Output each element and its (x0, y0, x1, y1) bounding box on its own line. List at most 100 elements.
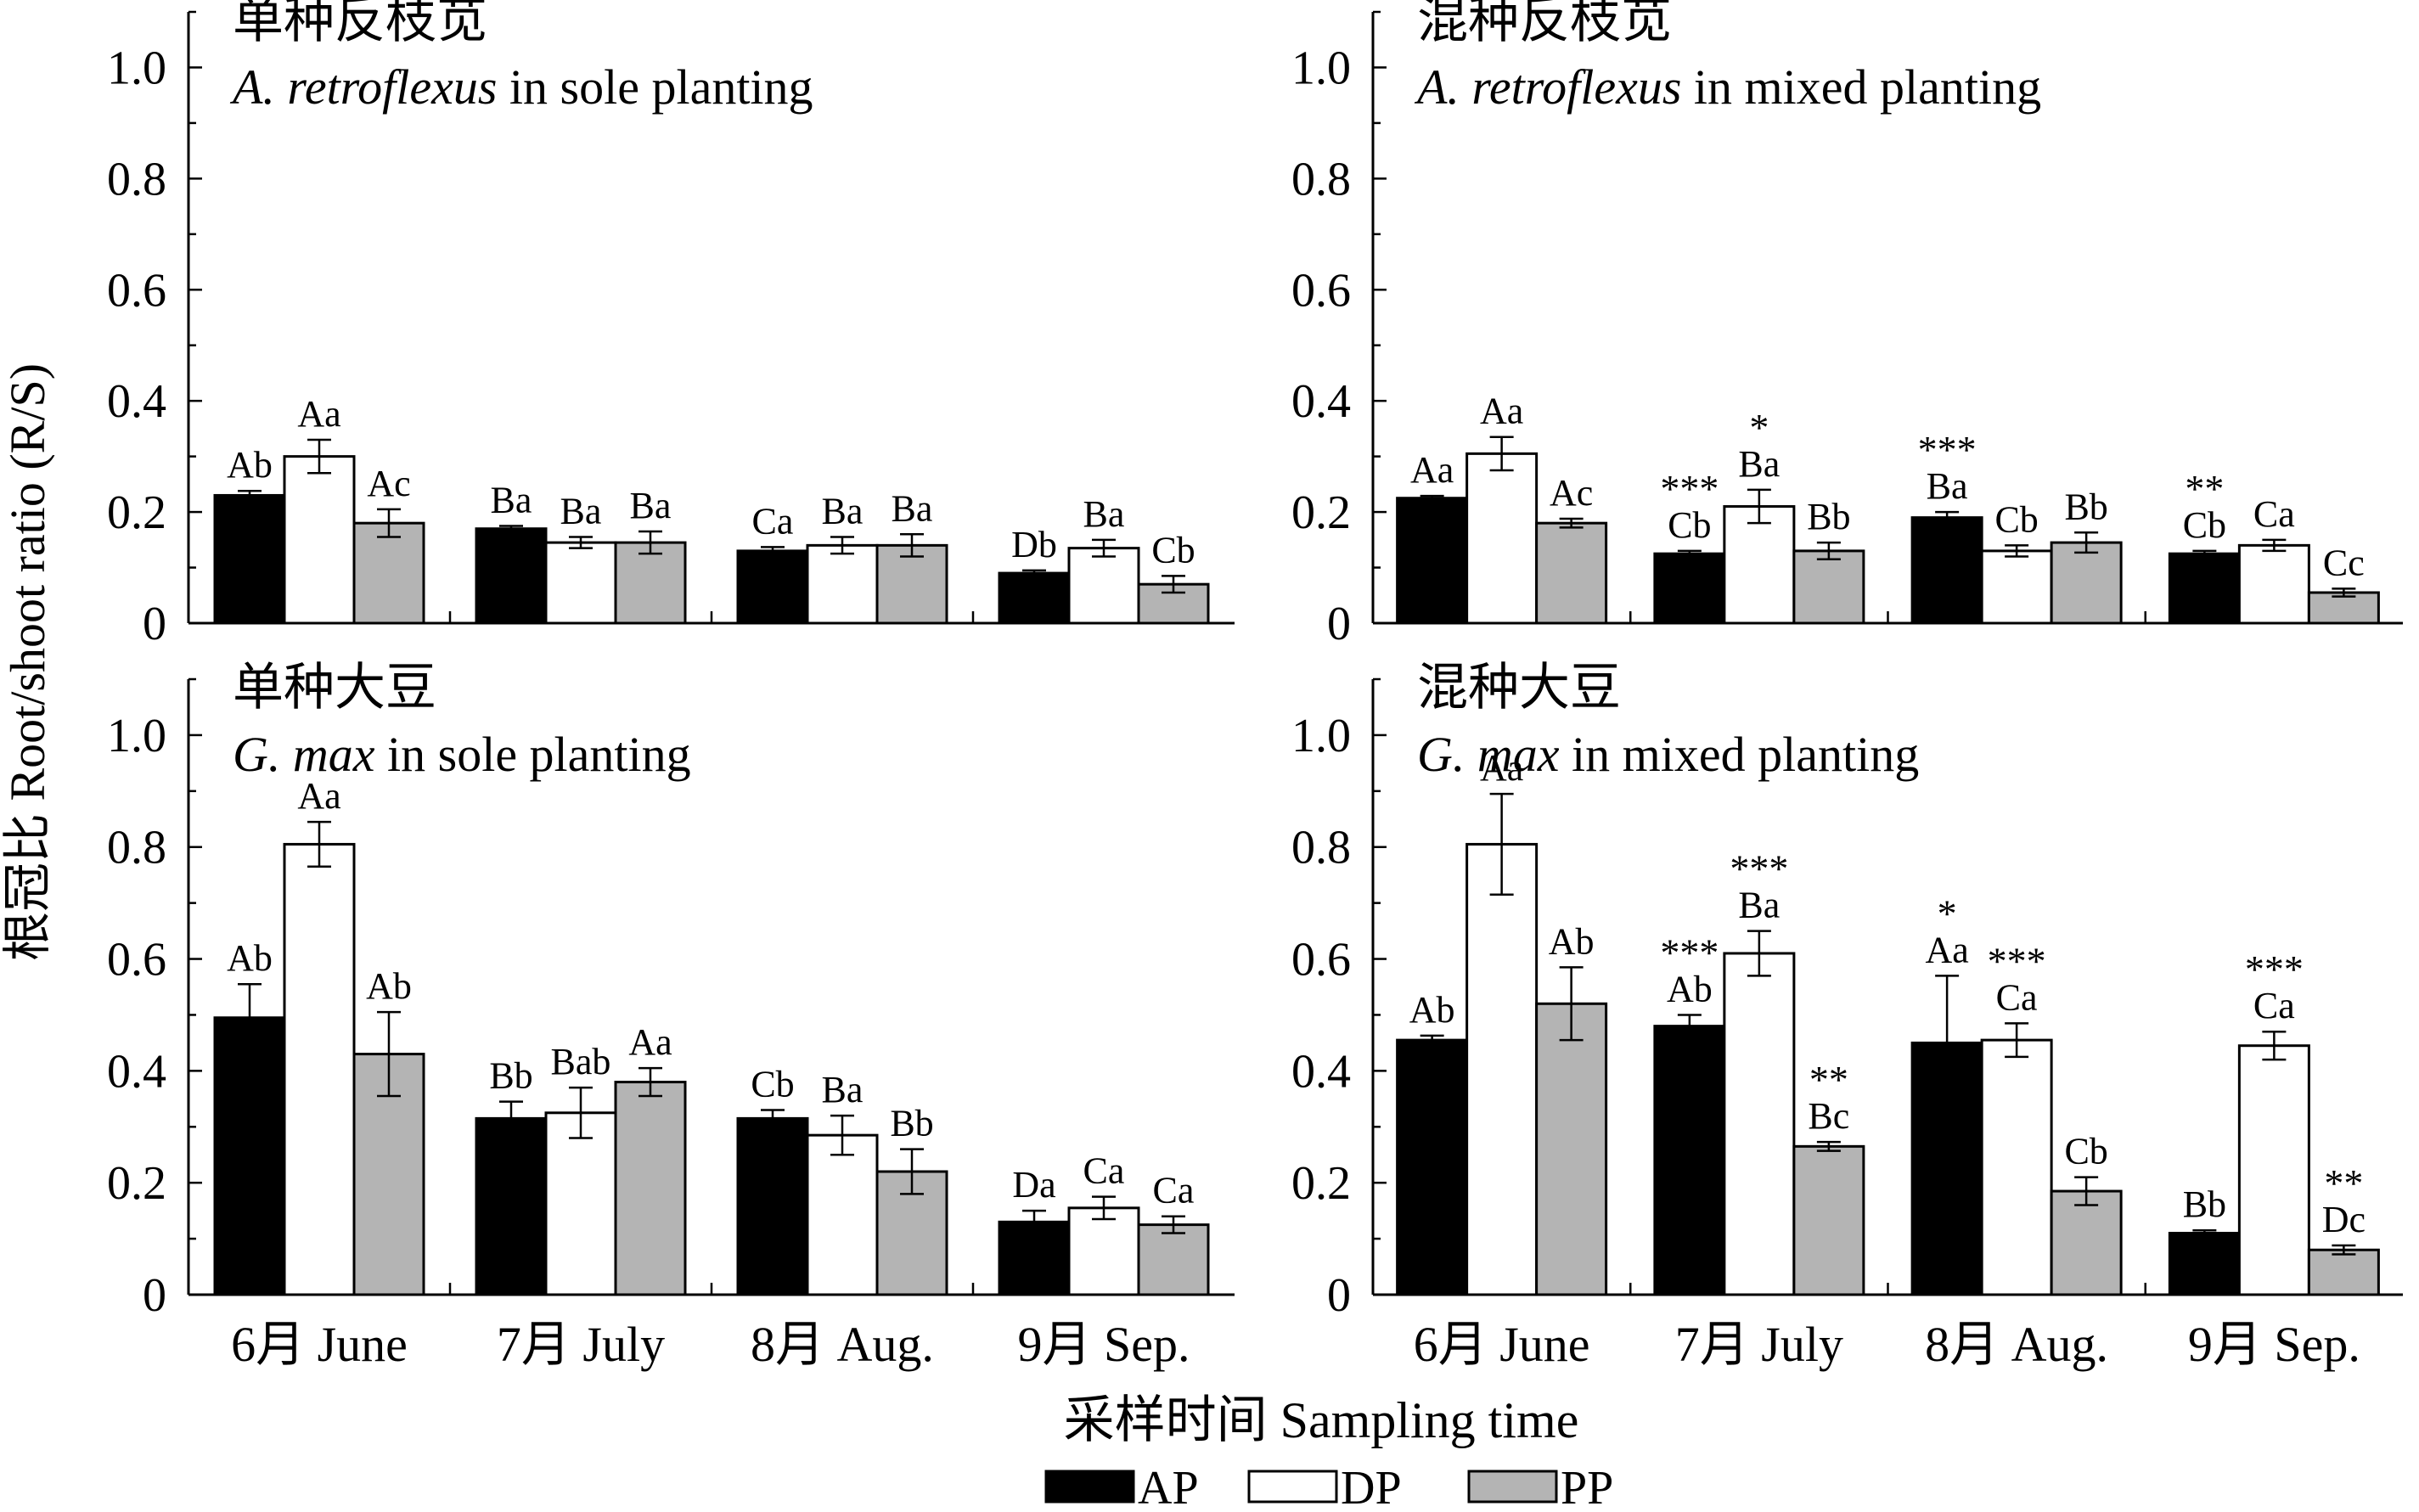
legend-swatch-AP (1044, 1470, 1135, 1504)
significance-stars: ** (2324, 1161, 2363, 1205)
y-tick-label: 0.8 (1291, 822, 1351, 874)
bar-PP-4 (1137, 1223, 1210, 1296)
bar-PP-3 (2050, 541, 2123, 625)
x-tick-label: 8月 Aug. (751, 1317, 934, 1372)
data-label: Ba (1083, 493, 1125, 535)
chart-panel-4: 0 0.2 0.4 0.6 0.8 1.0 混种大豆 G. max in mixed plan… (1291, 660, 2403, 1372)
data-label: Cb (1151, 529, 1195, 571)
x-tick-label: 7月 July (1675, 1317, 1843, 1372)
y-tick-label: 0 (1327, 1269, 1351, 1322)
y-tick-label: 0.4 (1291, 1045, 1351, 1098)
data-label: Ba (822, 1069, 864, 1110)
panel-title-cn: 单种反枝苋 (233, 0, 487, 48)
y-tick-label: 0.6 (1291, 934, 1351, 986)
bar-AP-2 (1653, 552, 1726, 625)
panel-title-en: G. max in mixed planting (1417, 727, 1919, 782)
bar-PP-3 (2050, 1189, 2123, 1296)
y-tick-label: 0.2 (1291, 486, 1351, 539)
y-tick-label: 0.2 (107, 486, 166, 539)
data-label: Ca (1996, 976, 2038, 1018)
y-tick-label: 1.0 (107, 42, 166, 94)
bar-DP-1 (283, 455, 356, 625)
panel-title-en: G. max in sole planting (233, 727, 691, 782)
bar-AP-1 (1396, 1038, 1469, 1296)
panel-title-cn: 混种反枝苋 (1417, 0, 1672, 48)
y-tick-label: 0.8 (107, 822, 166, 874)
bar-AP-1 (213, 1016, 286, 1296)
y-tick-label: 0.4 (107, 375, 166, 428)
y-tick-label: 0 (143, 598, 166, 650)
panel-title-en: A. retroflexus in sole planting (229, 59, 813, 115)
panel-title-species: G. max (233, 727, 375, 782)
data-label: Ca (1153, 1170, 1195, 1211)
data-label: Ba (630, 485, 672, 526)
data-label: Ba (560, 491, 602, 532)
bar-PP-2 (1792, 549, 1865, 625)
significance-stars: ** (1809, 1058, 1848, 1101)
y-tick-label: 0.4 (1291, 375, 1351, 428)
data-label: Aa (1480, 391, 1523, 432)
bar-AP-4 (2168, 1232, 2241, 1296)
data-label: Cb (1994, 498, 2038, 540)
panel-title-species: G. max (1417, 727, 1560, 782)
y-tick-label: 1.0 (1291, 42, 1351, 94)
data-label: Ca (2253, 493, 2295, 535)
data-label: Ac (1550, 472, 1593, 514)
bar-PP-2 (614, 1081, 687, 1296)
y-tick-label: 1.0 (107, 710, 166, 762)
data-label: Ca (752, 500, 794, 542)
data-label: Ca (1083, 1150, 1125, 1192)
bar-DP-4 (1067, 1206, 1140, 1296)
bar-AP-1 (213, 493, 286, 625)
data-label: Ca (2253, 985, 2295, 1026)
bar-AP-3 (736, 1116, 809, 1296)
significance-stars: ** (2185, 467, 2224, 510)
bar-PP-1 (1535, 521, 1608, 625)
bar-DP-2 (544, 541, 617, 625)
bar-DP-4 (2237, 543, 2310, 625)
data-label: Cb (2064, 1131, 2107, 1172)
bar-AP-3 (1910, 516, 1983, 625)
bar-DP-3 (806, 1133, 879, 1296)
x-tick-label: 9月 Sep. (2188, 1317, 2360, 1372)
legend: AP DP PP (1044, 1462, 1613, 1512)
bar-DP-1 (1465, 452, 1539, 625)
panel-title-cn: 单种大豆 (233, 660, 436, 716)
data-label: Aa (297, 393, 340, 435)
bar-DP-1 (283, 842, 356, 1296)
chart-panel-3: 0 0.2 0.4 0.6 0.8 1.0 单种大豆 G. max in sole plant… (107, 660, 1235, 1372)
legend-label-AP: AP (1138, 1462, 1199, 1508)
data-label: Aa (297, 775, 340, 817)
data-label: Bab (551, 1041, 611, 1082)
panel-title-condition: in mixed planting (1560, 727, 1920, 782)
panel-title-condition: in mixed planting (1681, 59, 2041, 115)
data-label: Ac (367, 463, 410, 504)
x-tick-label: 6月 June (1414, 1317, 1590, 1372)
data-label: Ba (892, 487, 933, 529)
data-label: Ab (1667, 968, 1713, 1009)
bar-AP-4 (2168, 552, 2241, 625)
panel-title-cn: 混种大豆 (1417, 660, 1621, 716)
bar-AP-1 (1396, 497, 1469, 625)
y-tick-label: 0.4 (107, 1045, 166, 1098)
bar-AP-4 (998, 571, 1071, 625)
y-tick-label: 0.8 (1291, 153, 1351, 205)
data-label: Aa (1410, 449, 1454, 491)
data-label: Ba (822, 491, 864, 532)
panel-title-condition: in sole planting (375, 727, 691, 782)
bar-PP-2 (1792, 1144, 1865, 1296)
data-label: Ab (227, 444, 273, 486)
data-label: Bb (890, 1103, 933, 1144)
y-tick-label: 0.6 (107, 264, 166, 317)
y-tick-label: 1.0 (1291, 710, 1351, 762)
data-label: Db (1011, 524, 1057, 565)
significance-stars: *** (1660, 930, 1719, 974)
x-axis-label: 采样时间 Sampling time (1064, 1392, 1579, 1448)
bar-PP-4 (2307, 591, 2380, 625)
data-label: Bc (1808, 1095, 1849, 1137)
significance-stars: * (1938, 891, 1957, 935)
bar-PP-1 (1535, 1002, 1608, 1296)
x-tick-label: 8月 Aug. (1925, 1317, 2108, 1372)
